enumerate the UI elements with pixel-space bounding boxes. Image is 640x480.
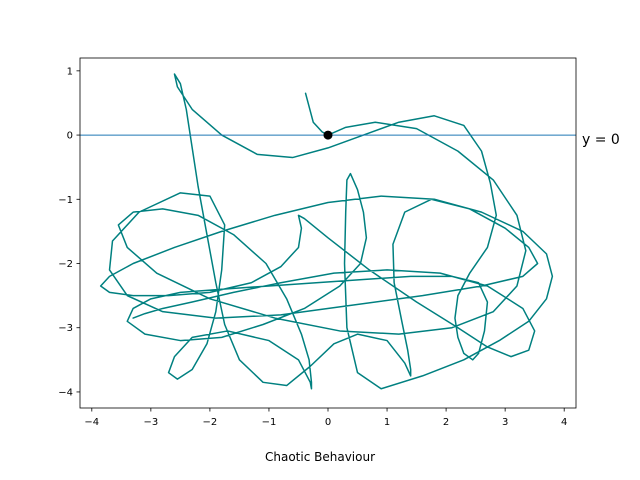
x-tick-label: 2 — [443, 417, 449, 428]
x-tick-label: −1 — [262, 417, 277, 428]
y-tick-label: −3 — [58, 323, 73, 334]
x-axis: −4 −3 −2 −1 0 1 2 3 4 — [84, 408, 567, 428]
x-tick-label: −4 — [84, 417, 99, 428]
y-tick-label: 0 — [67, 131, 73, 142]
plot-area — [80, 73, 576, 390]
y-tick-label: −1 — [58, 195, 73, 206]
x-tick-label: 0 — [325, 417, 331, 428]
x-tick-label: 1 — [384, 417, 390, 428]
y-tick-label: −2 — [58, 259, 73, 270]
y-tick-label: −4 — [58, 387, 73, 398]
x-tick-label: 4 — [561, 417, 567, 428]
x-axis-label: Chaotic Behaviour — [265, 450, 375, 464]
x-tick-label: −3 — [143, 417, 158, 428]
y-axis: 1 0 −1 −2 −3 −4 — [58, 66, 80, 398]
x-tick-label: 3 — [502, 417, 508, 428]
origin-point — [323, 130, 333, 140]
y-tick-label: 1 — [67, 66, 73, 77]
reference-line-label: y = 0 — [582, 132, 620, 148]
x-tick-label: −2 — [203, 417, 218, 428]
